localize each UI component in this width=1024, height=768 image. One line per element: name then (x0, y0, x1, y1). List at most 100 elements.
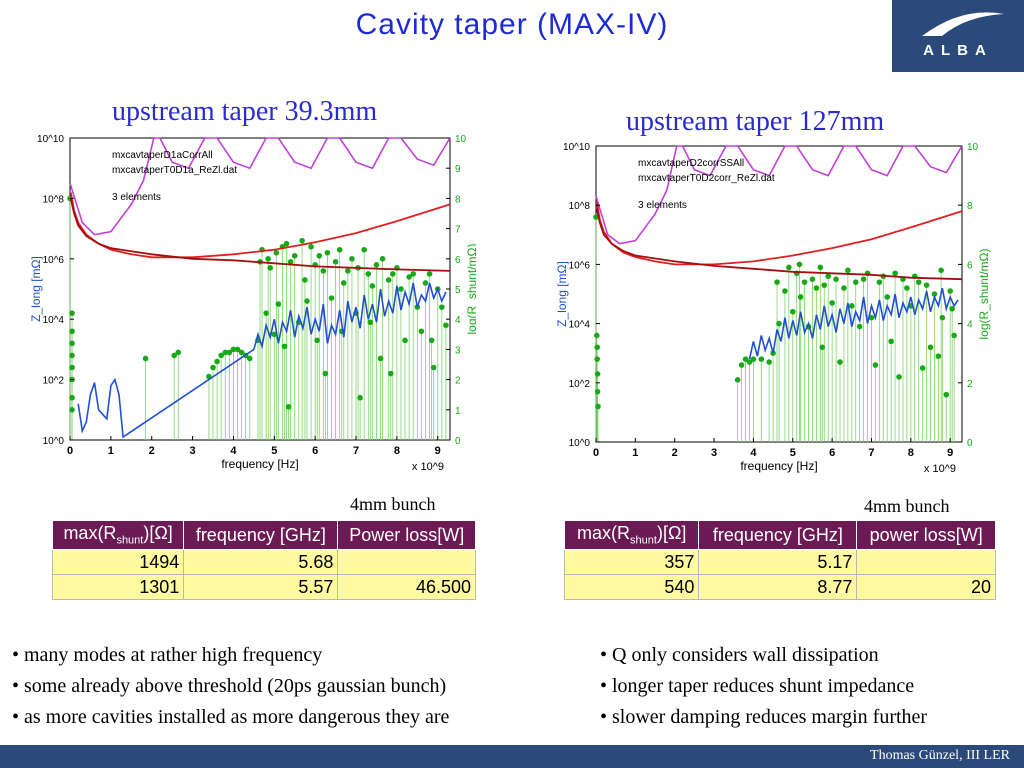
x-multiplier-label: x 10^9 (412, 461, 444, 473)
mode-point (746, 359, 753, 365)
cell-power-loss (337, 549, 476, 575)
table-row: 357 5.17 (563, 549, 996, 575)
y-left-axis-label: Z_long [mΩ] (555, 261, 569, 327)
y-right-tick-label: 4 (455, 315, 461, 326)
legend-entry: 3 elements (112, 192, 161, 203)
mode-point (332, 259, 339, 265)
cell-frequency: 5.57 (183, 574, 339, 600)
bullet-item: • some already above threshold (20ps gau… (12, 675, 447, 697)
mode-point (845, 267, 851, 274)
mode-point (210, 364, 216, 371)
mode-point (69, 364, 75, 371)
y-left-tick-label: 10^10 (37, 134, 64, 145)
mode-point (860, 276, 867, 282)
mode-point (230, 346, 237, 353)
mode-point (357, 394, 363, 401)
x-multiplier-label: x 10^9 (924, 463, 956, 475)
footer-bar: Thomas Günzel, III LER (0, 745, 1024, 768)
x-tick-label: 0 (67, 445, 73, 457)
mode-point (593, 214, 599, 220)
mode-point (302, 277, 308, 283)
mode-point (919, 365, 926, 371)
y-right-tick-label: 7 (455, 225, 461, 236)
mode-point (594, 388, 601, 395)
y-right-tick-label: 8 (455, 194, 461, 205)
x-tick-label: 6 (312, 445, 318, 457)
mode-point (876, 279, 883, 285)
mode-point (69, 310, 75, 316)
mode-point (892, 270, 898, 277)
mode-point (595, 403, 601, 410)
y-left-tick-label: 10^10 (563, 142, 590, 153)
mode-point (142, 355, 149, 362)
y-right-tick-label: 8 (967, 201, 973, 212)
mode-point (214, 358, 220, 365)
magenta-curve (595, 145, 963, 245)
alba-logo: ALBA (892, 0, 1024, 72)
y-right-tick-label: 2 (455, 376, 461, 387)
x-tick-label: 9 (435, 445, 441, 457)
mode-point (796, 261, 803, 268)
mode-point (291, 252, 298, 259)
mode-point (594, 356, 600, 362)
mode-point (322, 370, 329, 377)
mode-point (349, 256, 355, 262)
header-max-rshunt: max(Rshunt)[Ω] (563, 520, 700, 550)
y-left-tick-label: 10^6 (43, 255, 65, 266)
y-right-axis-label: log(R_shunt/mΩ) (977, 248, 991, 339)
mode-point (389, 271, 396, 277)
impedance-series (77, 282, 447, 439)
header-frequency: frequency [GHz] (183, 520, 339, 550)
mode-point (281, 343, 288, 350)
mode-point (443, 322, 449, 329)
y-left-tick-label: 10^4 (43, 315, 65, 326)
x-tick-label: 8 (908, 447, 914, 459)
mode-point (398, 286, 404, 292)
bullet-item: • slower damping reduces margin further (600, 706, 928, 728)
red-curve-lower (595, 208, 963, 281)
mode-point (817, 264, 824, 271)
mode-point (69, 328, 75, 335)
right-impedance-chart: 0 1 2 3 4 5 6 7 8 9 frequency [Hz] x 10^9 10^0 10^2 10… (555, 142, 991, 475)
x-tick-label: 8 (394, 445, 400, 457)
mode-point (422, 280, 429, 286)
x-axis-label: frequency [Hz] (740, 459, 817, 473)
cell-frequency: 5.17 (698, 549, 858, 575)
left-bullet-list: • many modes at rather high frequency • … (12, 640, 449, 733)
mode-point (345, 268, 351, 274)
mode-point (320, 268, 327, 274)
mode-point (336, 246, 343, 253)
mode-point (797, 294, 804, 300)
mode-point (915, 279, 922, 285)
x-axis-label: frequency [Hz] (221, 457, 298, 471)
cell-frequency: 8.77 (698, 574, 858, 600)
y-left-tick-label: 10^8 (569, 201, 591, 212)
y-right-tick-label: 3 (455, 345, 461, 356)
header-max-rshunt: max(Rshunt)[Ω] (51, 520, 185, 550)
mode-point (273, 249, 280, 256)
slide-title: Cavity taper (MAX-IV) (355, 8, 669, 41)
mode-point (246, 355, 253, 362)
mode-point (69, 407, 75, 413)
red-curve-lower (69, 198, 451, 272)
mode-point (287, 259, 294, 265)
mode-point (385, 277, 392, 283)
y-left-tick-label: 10^0 (569, 438, 591, 449)
mode-point (324, 249, 331, 256)
mode-point (951, 332, 957, 339)
mode-point (852, 279, 859, 285)
mode-point (949, 306, 955, 312)
mode-point (825, 273, 831, 280)
mode-point (285, 403, 292, 410)
mode-point (69, 340, 75, 347)
y-left-tick-label: 10^2 (43, 376, 65, 387)
mode-point (314, 337, 321, 344)
cell-power-loss: 46.500 (337, 574, 476, 600)
mode-point (809, 276, 816, 282)
mode-point (373, 262, 380, 268)
mode-point (430, 364, 437, 371)
mode-point (821, 282, 828, 288)
mode-point (171, 352, 177, 359)
y-left-tick-label: 10^4 (569, 320, 591, 331)
mode-point (406, 274, 412, 280)
